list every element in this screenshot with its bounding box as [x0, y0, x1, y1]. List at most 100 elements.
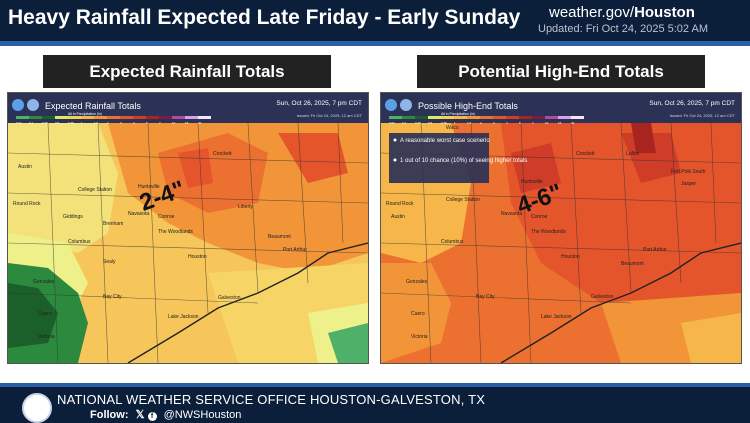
- left-map-legend-label: All in Precipitation (in): [68, 112, 102, 116]
- city-label: Brenham: [103, 221, 123, 227]
- city-label: Beaumont: [621, 261, 644, 267]
- city-label: Conroe: [531, 214, 548, 220]
- city-label: Cuero: [38, 311, 52, 317]
- facebook-icon[interactable]: f: [147, 412, 157, 421]
- city-label: Crockett: [213, 151, 232, 157]
- legend-tick-label: 4: [506, 121, 508, 125]
- city-label: Fort Polk South: [671, 169, 706, 175]
- legend-tick-label: 10: [172, 121, 176, 125]
- social-follow: Follow: 𝕏 f @NWSHouston: [90, 408, 241, 421]
- legend-swatch: [415, 116, 428, 119]
- legend-swatch: [146, 116, 159, 119]
- left-map-issued: Issued: Fri Oct 24, 2025, 12 am CDT: [297, 113, 363, 118]
- legend-swatch: [389, 116, 402, 119]
- legend-swatch: [107, 116, 120, 119]
- header-divider: [0, 41, 750, 46]
- city-label: Houston: [188, 254, 207, 260]
- legend-swatch: [68, 116, 81, 119]
- city-label: Galveston: [591, 294, 614, 300]
- social-handle[interactable]: @NWSHouston: [163, 409, 242, 421]
- city-label: Giddings: [63, 214, 83, 220]
- left-map-title: Expected Rainfall Totals: [45, 101, 141, 111]
- legend-tick-label: 0.1: [402, 121, 407, 125]
- legend-swatch: [571, 116, 584, 119]
- legend-tick-label: 5: [146, 121, 148, 125]
- legend-swatch: [159, 116, 172, 119]
- legend-tick-label: 0.75: [441, 121, 447, 125]
- city-label: Victoria: [38, 334, 55, 340]
- city-label: Gonzales: [33, 279, 55, 285]
- office-name: NATIONAL WEATHER SERVICE OFFICE HOUSTON-…: [57, 392, 486, 407]
- city-label: Round Rock: [13, 201, 41, 207]
- legend-tick-label: 1: [81, 121, 83, 125]
- legend-swatch: [558, 116, 571, 119]
- legend-swatch: [55, 116, 68, 119]
- legend-swatch: [16, 116, 29, 119]
- right-map-legend-label: All in Precipitation (in): [441, 112, 475, 116]
- city-label: Lufkin: [626, 151, 640, 157]
- legend-tick-label: 1.5: [94, 121, 99, 125]
- follow-label: Follow:: [90, 409, 129, 421]
- legend-tick-label: 15: [185, 121, 189, 125]
- city-label: Jasper: [681, 181, 696, 187]
- legend-swatch: [29, 116, 42, 119]
- website-prefix: weather.gov/: [549, 4, 635, 21]
- legend-tick-label: 4: [133, 121, 135, 125]
- legend-swatch: [493, 116, 506, 119]
- city-label: Cuero: [411, 311, 425, 317]
- city-label: Round Rock: [386, 201, 414, 207]
- legend-swatch: [198, 116, 211, 119]
- city-label: Austin: [18, 164, 32, 170]
- legend-tick-label: 1: [454, 121, 456, 125]
- legend-swatch: [94, 116, 107, 119]
- city-label: College Station: [446, 197, 480, 203]
- legend-swatch: [185, 116, 198, 119]
- city-label: Bay City: [103, 294, 122, 300]
- city-label: The Woodlands: [531, 229, 566, 235]
- city-label: Conroe: [158, 214, 175, 220]
- right-map-valid: Sun, Oct 26, 2025, 7 pm CDT: [649, 100, 735, 107]
- legend-swatch: [480, 116, 493, 119]
- legend-swatch: [532, 116, 545, 119]
- legend-tick-label: 7: [159, 121, 161, 125]
- city-label: Lake Jackson: [168, 314, 199, 320]
- legend-tick-label: 2: [107, 121, 109, 125]
- x-icon[interactable]: 𝕏: [135, 409, 145, 421]
- legend-tick-label: 1.5: [467, 121, 472, 125]
- right-panel-heading: Potential High-End Totals: [417, 55, 705, 88]
- city-label: Houston: [561, 254, 580, 260]
- city-label: Port Arthur: [643, 247, 667, 253]
- right-map-title: Possible High-End Totals: [418, 101, 518, 111]
- city-label: Bay City: [476, 294, 495, 300]
- legend-swatch: [133, 116, 146, 119]
- legend-tick-label: 5: [519, 121, 521, 125]
- legend-swatch: [120, 116, 133, 119]
- city-label: College Station: [78, 187, 112, 193]
- legend-tick-label: 10: [545, 121, 549, 125]
- left-panel-heading: Expected Rainfall Totals: [43, 55, 331, 88]
- city-label: Victoria: [411, 334, 428, 340]
- legend-swatch: [506, 116, 519, 119]
- legend-tick-label: 15: [558, 121, 562, 125]
- legend-tick-label: 3: [120, 121, 122, 125]
- legend-swatch: [81, 116, 94, 119]
- legend-tick-label: 20: [571, 121, 575, 125]
- header-bar: [0, 0, 750, 40]
- legend-tick-label: 20: [198, 121, 202, 125]
- worst-case-note-box: [389, 133, 489, 183]
- legend-tick-label: 0.01: [16, 121, 22, 125]
- footer-divider: [0, 383, 750, 387]
- legend-swatch: [42, 116, 55, 119]
- website-link[interactable]: weather.gov/Houston: [549, 4, 695, 21]
- legend-tick-label: 0.5: [55, 121, 60, 125]
- legend-swatch: [428, 116, 441, 119]
- city-label: Columbus: [68, 239, 91, 245]
- city-label: Gonzales: [406, 279, 428, 285]
- legend-swatch: [454, 116, 467, 119]
- legend-swatch: [467, 116, 480, 119]
- nws-logo-icon: [22, 393, 52, 423]
- updated-timestamp: Updated: Fri Oct 24, 2025 5:02 AM: [538, 23, 708, 35]
- city-label: The Woodlands: [158, 229, 193, 235]
- city-label: Waco: [446, 125, 459, 131]
- legend-swatch: [402, 116, 415, 119]
